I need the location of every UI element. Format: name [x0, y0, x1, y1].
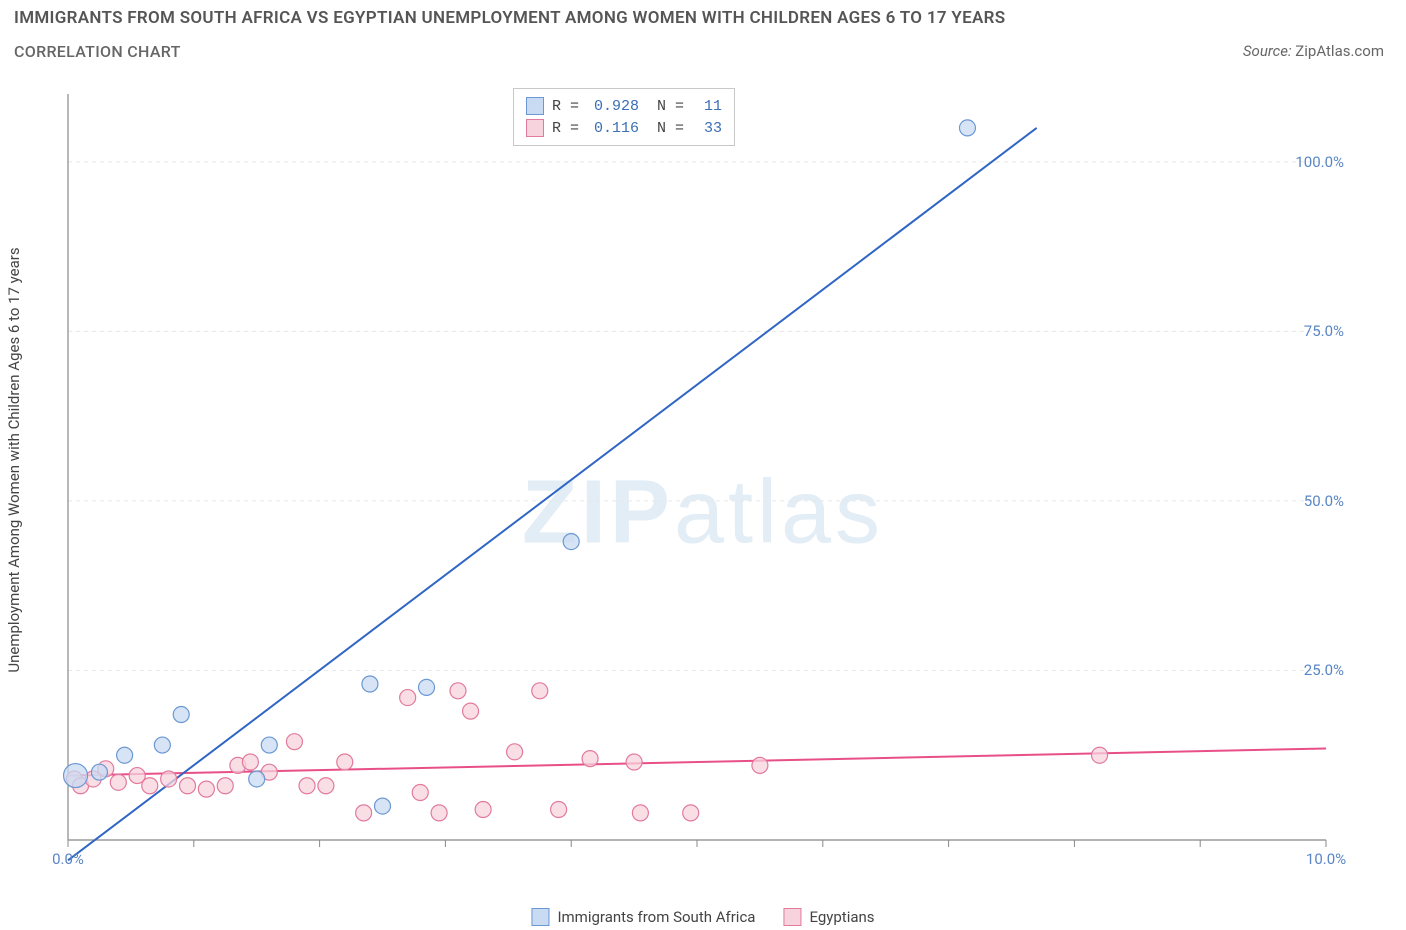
- source-credit: Source: ZipAtlas.com: [1243, 42, 1384, 60]
- y-tick-label: 100.0%: [1295, 153, 1344, 171]
- legend-swatch: [526, 97, 544, 115]
- plot-svg: [58, 84, 1348, 864]
- legend-correlation-box: R = 0.928 N = 11 R = 0.116 N = 33: [513, 88, 735, 146]
- legend-n-value: 11: [692, 98, 722, 115]
- y-tick-label: 50.0%: [1304, 492, 1344, 510]
- legend-n-label: N =: [657, 120, 684, 137]
- y-axis-label: Unemployment Among Women with Children A…: [5, 247, 23, 672]
- legend-r-label: R =: [552, 120, 579, 137]
- x-tick-label: 0.0%: [52, 850, 84, 868]
- legend-r-label: R =: [552, 98, 579, 115]
- y-tick-label: 25.0%: [1304, 661, 1344, 679]
- legend-swatch: [526, 119, 544, 137]
- x-tick-label: 10.0%: [1306, 850, 1346, 868]
- legend-correlation-row: R = 0.116 N = 33: [526, 117, 722, 139]
- legend-series-label: Egyptians: [809, 908, 874, 926]
- legend-r-value: 0.928: [587, 98, 639, 115]
- source-label: Source:: [1243, 42, 1292, 60]
- legend-n-value: 33: [692, 120, 722, 137]
- chart-container: IMMIGRANTS FROM SOUTH AFRICA VS EGYPTIAN…: [0, 0, 1406, 930]
- legend-r-value: 0.116: [587, 120, 639, 137]
- chart-title-line1: IMMIGRANTS FROM SOUTH AFRICA VS EGYPTIAN…: [14, 8, 1005, 28]
- legend-series: Immigrants from South Africa Egyptians: [531, 908, 874, 926]
- legend-n-label: N =: [657, 98, 684, 115]
- legend-correlation-row: R = 0.928 N = 11: [526, 95, 722, 117]
- legend-swatch: [783, 908, 801, 926]
- legend-series-item: Egyptians: [783, 908, 874, 926]
- legend-series-item: Immigrants from South Africa: [531, 908, 755, 926]
- legend-swatch: [531, 908, 549, 926]
- scatter-chart: ZIPatlas R =0.928N =11R =0.116N =33 25.0…: [58, 84, 1348, 864]
- chart-title-line2: CORRELATION CHART: [14, 42, 181, 61]
- legend-series-label: Immigrants from South Africa: [557, 908, 755, 926]
- y-tick-label: 75.0%: [1304, 322, 1344, 340]
- source-value: ZipAtlas.com: [1295, 42, 1384, 60]
